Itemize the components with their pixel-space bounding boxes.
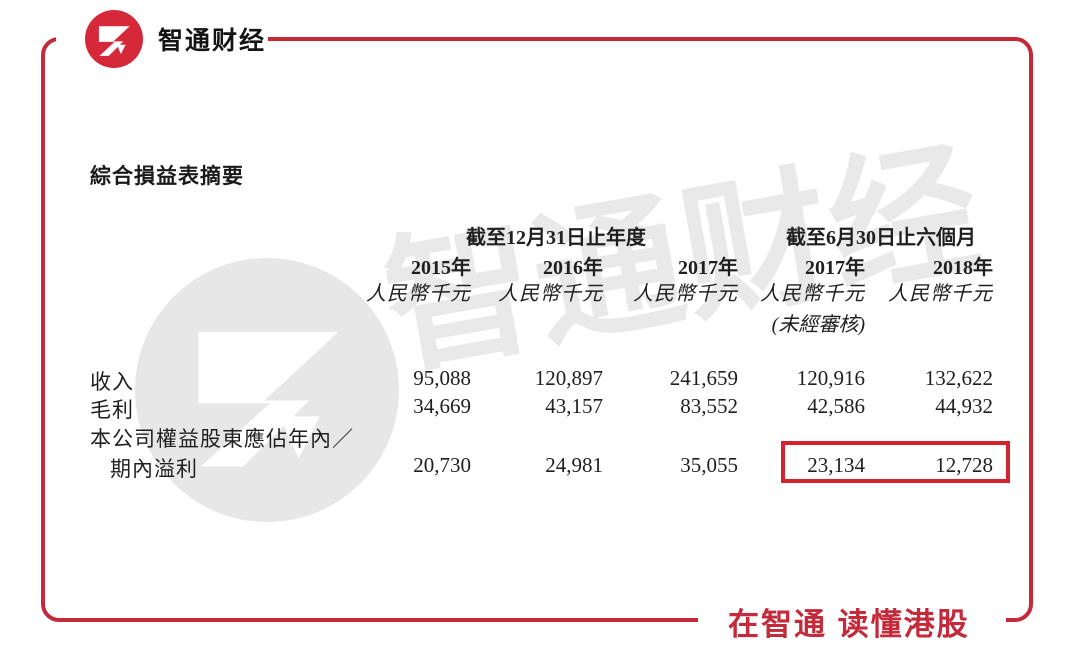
table-cell: 83,552 [680, 394, 738, 418]
column-year-2015: 2015年 [411, 257, 471, 279]
table-cell: 120,897 [534, 366, 603, 390]
table-cell: 35,055 [680, 453, 738, 477]
table-cell: 120,916 [796, 366, 865, 390]
table-cell: 23,134 [807, 453, 865, 477]
table-cell: 132,622 [924, 366, 993, 390]
column-year-2017-interim: 2017年 [805, 257, 865, 279]
row-label-profit-line1: 本公司權益股東應佔年內／ [90, 427, 354, 451]
zhitong-logo-icon [85, 10, 143, 68]
column-unit: 人民幣千元 [366, 283, 471, 305]
table-cell: 241,659 [669, 366, 738, 390]
column-group-annual: 截至12月31日止年度 [466, 227, 646, 249]
row-label-gross-profit: 毛利 [90, 398, 134, 422]
row-label-revenue: 收入 [90, 370, 134, 394]
table-cell: 34,669 [413, 394, 471, 418]
table-cell: 95,088 [413, 366, 471, 390]
zhitong-logo-text: 智通财经 [158, 27, 267, 55]
row-label-profit-line2: 期內溢利 [110, 457, 198, 481]
column-year-2018-interim: 2018年 [933, 257, 993, 279]
column-unit: 人民幣千元 [633, 283, 738, 305]
frame-gap-bottom [698, 610, 1006, 630]
column-unit: 人民幣千元 [498, 283, 603, 305]
column-unit: 人民幣千元 [888, 283, 993, 305]
page-title: 綜合損益表摘要 [90, 165, 244, 188]
zhitong-logo: 智通财经 [85, 10, 266, 68]
table-cell: 24,981 [545, 453, 603, 477]
column-year-2017: 2017年 [678, 257, 738, 279]
column-unit: 人民幣千元 [760, 283, 865, 305]
column-group-interim: 截至6月30日止六個月 [786, 227, 976, 249]
column-year-2016: 2016年 [543, 257, 603, 279]
page-border-frame [41, 37, 1033, 622]
highlight-box [781, 441, 1010, 483]
watermark-logo-icon [135, 258, 399, 522]
table-cell: 42,586 [807, 394, 865, 418]
table-cell: 43,157 [545, 394, 603, 418]
table-cell: 20,730 [413, 453, 471, 477]
brand-slogan: 在智通 读懂港股 [728, 607, 970, 642]
unaudited-note: (未經審核) [771, 314, 865, 336]
table-cell: 12,728 [935, 453, 993, 477]
table-cell: 44,932 [935, 394, 993, 418]
